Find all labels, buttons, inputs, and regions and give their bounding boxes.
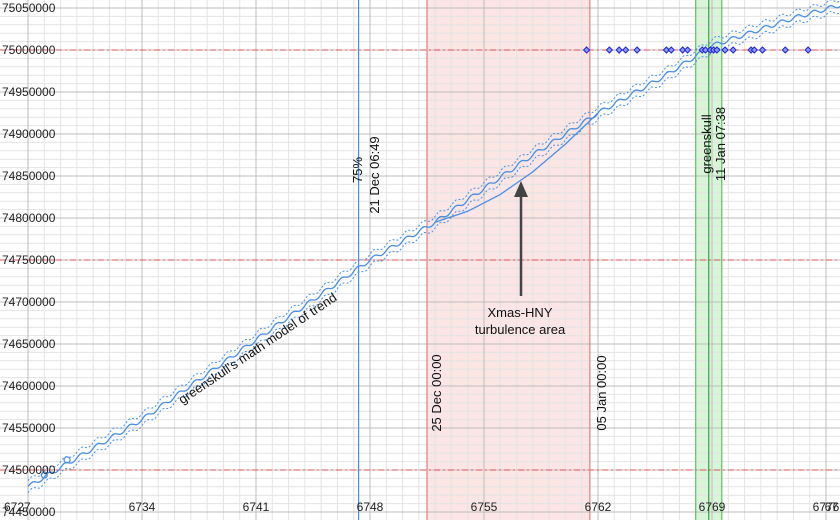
diamond-point-5: [662, 46, 671, 54]
y-tick-label: 75050000: [2, 1, 56, 15]
x-tick-label: 6734: [129, 500, 156, 514]
diamond-point-15: [729, 46, 737, 54]
diamond-point-17: [750, 46, 759, 54]
y-tick-label: 74600000: [2, 379, 56, 393]
x-tick-label: 6741: [243, 500, 270, 514]
y-tick-label: 74900000: [2, 127, 56, 141]
diamond-point-19: [781, 46, 789, 54]
x-tick-label: 6755: [471, 500, 498, 514]
diamond-point-7: [678, 46, 687, 54]
diamond-point-6: [667, 46, 675, 54]
y-tick-label: 74500000: [2, 463, 56, 477]
diamond-point-4: [633, 46, 641, 54]
greenskull-date-label: 11 Jan 07:38: [713, 107, 728, 181]
diamond-point-10: [701, 46, 710, 54]
y-tick-label: 74450000: [2, 505, 56, 519]
diamond-point-0: [582, 46, 591, 54]
arrow-head: [514, 181, 528, 197]
vertical-markers: [358, 0, 723, 520]
diamond-point-18: [758, 46, 767, 54]
y-tick-label: 74850000: [2, 169, 56, 183]
milestone-date-label: 21 Dec 06:49: [367, 136, 382, 213]
early-point-1: [63, 456, 71, 464]
xmas-start-label: 25 Dec 00:00: [429, 354, 444, 431]
early-point-0: [40, 471, 48, 479]
y-tick-label: 74650000: [2, 337, 56, 351]
y-tick-label: 74950000: [2, 85, 56, 99]
x-tick-label: 6762: [585, 500, 612, 514]
points-group: [40, 46, 812, 479]
x-tick-label: 6748: [357, 500, 384, 514]
x-tick-label: 6727: [4, 500, 31, 514]
diamond-point-2: [615, 46, 623, 54]
x-tick-label: 67: [825, 500, 839, 514]
diamond-point-3: [621, 46, 630, 54]
x-tick-label: 6776: [813, 500, 840, 514]
y-tick-label: 74550000: [2, 421, 56, 435]
y-tick-label: 74700000: [2, 295, 56, 309]
y-tick-labels: 75050000 75000000 74950000 74900000 74850000…: [2, 1, 56, 519]
turbulence-label-line1: Xmas-HNY: [487, 305, 552, 320]
series-turbulence-curve: [434, 112, 599, 223]
series-group: [27, 0, 840, 493]
x-tick-label: 6769: [699, 500, 726, 514]
turbulence-label-line2: turbulence area: [475, 322, 566, 337]
diamond-point-13: [713, 46, 721, 54]
y-tick-label: 74800000: [2, 211, 56, 225]
y-tick-label: 74750000: [2, 253, 56, 267]
turbulence-arrow: [514, 181, 528, 296]
series-trend-center: [27, 4, 840, 488]
jan-end-label: 05 Jan 00:00: [594, 355, 609, 430]
diamond-point-14: [721, 46, 729, 54]
greenskull-label: greenskull: [699, 114, 714, 173]
diamond-point-1: [605, 46, 614, 54]
diamond-point-8: [683, 46, 692, 54]
milestone-pct-label: 75%: [350, 157, 365, 183]
diamond-point-20: [804, 46, 812, 54]
y-tick-label: 75000000: [2, 43, 56, 57]
